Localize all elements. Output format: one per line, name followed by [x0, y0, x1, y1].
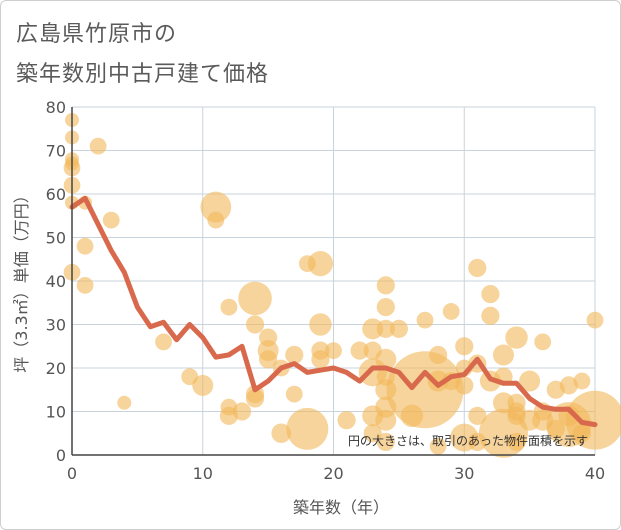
bubble-point [427, 370, 449, 392]
bubble-point [285, 385, 303, 403]
y-tick-label: 70 [46, 142, 66, 161]
bubble-point [586, 311, 604, 329]
bubble-point [565, 390, 621, 450]
x-tick-label: 40 [585, 464, 605, 483]
bubble-point [363, 424, 382, 443]
bubble-point [362, 318, 384, 340]
average-price-line [69, 195, 598, 428]
bubble-point [309, 313, 332, 336]
bubble-point [245, 389, 265, 408]
axes: 0 10 20 30 40 50 60 70 80 0 10 20 30 40 [46, 98, 606, 483]
y-tick-label: 60 [46, 185, 66, 204]
bubble-point [376, 276, 395, 295]
bubble-point [207, 211, 225, 229]
bubble-point [375, 348, 397, 370]
bubble-point [573, 372, 591, 390]
bubble-point [238, 281, 272, 316]
y-tick-label: 20 [46, 359, 66, 378]
chart-title-line2: 築年数別中古戸建て価格 [16, 62, 270, 87]
bubble-point [307, 251, 334, 277]
bubble-point [350, 341, 369, 360]
bubble-series [63, 113, 621, 458]
x-axis-label: 築年数（年） [293, 498, 389, 517]
bubble-point [534, 333, 552, 351]
x-tick-label: 20 [323, 464, 343, 483]
chart-title-line1: 広島県竹原市の [16, 22, 178, 47]
bubble-point [376, 319, 395, 338]
bubble-point [416, 311, 434, 329]
y-axis-label: 坪（3.3㎡）単価（万円） [12, 187, 31, 372]
bubble-point [259, 350, 278, 369]
bubble-point [376, 298, 395, 317]
bubble-point [386, 351, 464, 429]
x-tick-label: 10 [193, 464, 213, 483]
y-tick-label: 10 [46, 403, 66, 422]
average-line-series [69, 195, 598, 428]
y-tick-label: 50 [46, 229, 66, 248]
bubble-point [375, 409, 397, 431]
bubble-point [468, 406, 487, 425]
bubble-point [468, 258, 487, 278]
bubble-point [232, 402, 252, 421]
bubble-point [519, 370, 541, 392]
bubble-point [102, 211, 120, 229]
bubble-point [89, 137, 107, 155]
bubble-point [285, 345, 304, 365]
bubble-point [245, 315, 265, 334]
bubble-point [337, 411, 356, 430]
x-tick-label: 0 [67, 464, 77, 483]
bubble-point [455, 376, 474, 395]
y-tick-label: 80 [46, 98, 66, 117]
bubble-point [117, 395, 132, 410]
bubble-point [389, 319, 408, 338]
bubble-point [429, 345, 448, 365]
x-tick-label: 30 [454, 464, 474, 483]
bubble-size-note: 円の大きさは、取引のあった物件面積を示す [348, 433, 588, 448]
bubble-point [505, 326, 528, 349]
bubble-point [429, 437, 447, 455]
bubble-point [76, 237, 94, 255]
bubble-point [442, 303, 460, 320]
bubble-point [192, 374, 214, 396]
bubble-point [481, 284, 500, 304]
bubble-point [492, 344, 514, 366]
bubble-point [155, 333, 172, 351]
bubble-point [507, 432, 526, 452]
bubble-point [559, 376, 578, 395]
bubble-point [455, 337, 474, 356]
bubble-point [311, 350, 330, 369]
bubble-point [481, 306, 500, 325]
bubble-point [286, 407, 329, 450]
bubble-point [376, 432, 395, 452]
y-tick-label: 30 [46, 316, 66, 335]
bubble-point [76, 276, 94, 294]
y-tick-label: 40 [46, 272, 66, 291]
bubble-point [271, 423, 292, 444]
bubble-point [325, 342, 342, 359]
y-tick-label: 0 [56, 446, 66, 465]
bubble-point [200, 191, 232, 223]
bubble-point [220, 298, 238, 316]
